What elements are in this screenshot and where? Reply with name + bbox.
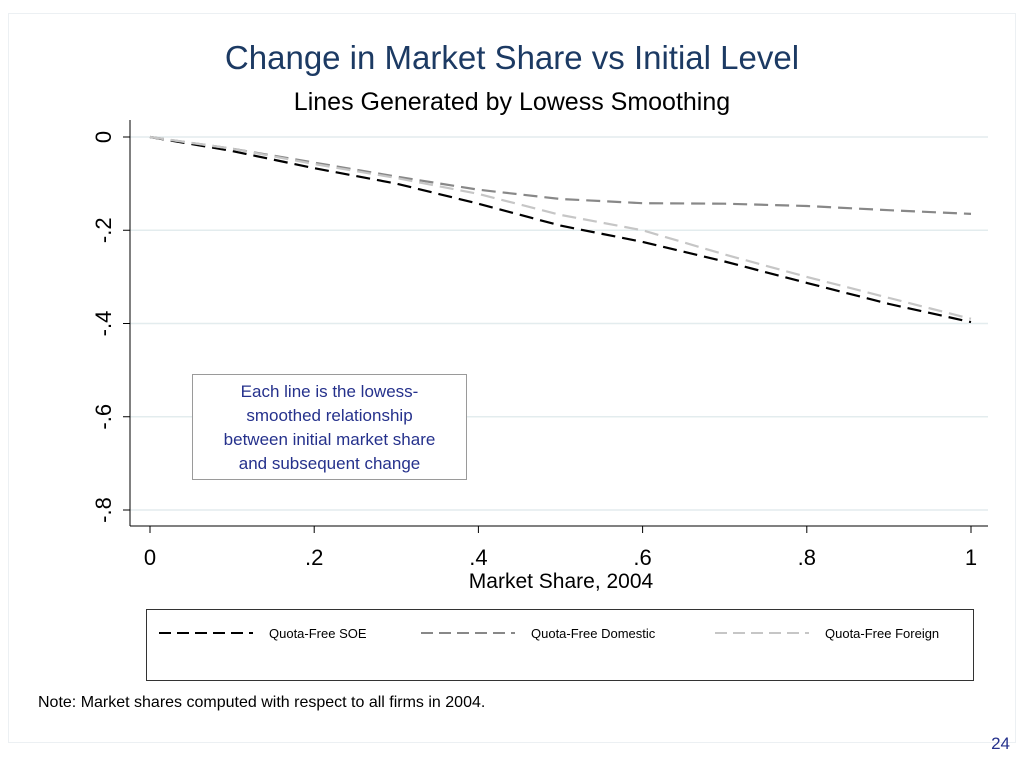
page-number: 24 xyxy=(991,734,1010,753)
legend-swatch-foreign xyxy=(715,632,809,634)
footnote: Note: Market shares computed with respec… xyxy=(38,694,486,711)
annotation-box: Each line is the lowess- smoothed relati… xyxy=(192,374,467,480)
x-tick-label: 1 xyxy=(965,545,977,570)
y-tick-label: -.6 xyxy=(91,404,116,430)
legend-label-foreign: Quota-Free Foreign xyxy=(825,626,940,641)
annotation-line: Each line is the lowess- xyxy=(240,382,419,401)
legend-swatch-domestic xyxy=(421,632,515,634)
chart-title: Change in Market Share vs Initial Level xyxy=(224,39,800,76)
x-axis-title: Market Share, 2004 xyxy=(469,570,654,593)
y-tick-label: -.8 xyxy=(91,497,116,523)
annotation-line: and subsequent change xyxy=(238,454,421,473)
legend-label-domestic: Quota-Free Domestic xyxy=(531,626,656,641)
series-line-domestic xyxy=(149,135,972,215)
grid-lines xyxy=(130,136,988,511)
x-tick-label: 0 xyxy=(144,545,156,570)
series-lines xyxy=(149,135,972,324)
annotation-line: smoothed relationship xyxy=(246,406,413,425)
tick-labels: 0 -.2 -.4 -.6 -.8 0 .2 .4 .6 .8 1 Market Share, 200… xyxy=(91,131,977,593)
y-tick-label: -.4 xyxy=(91,311,116,337)
x-tick-label: .4 xyxy=(469,545,487,570)
legend: Quota-Free SOE Quota-Free Domestic Quota… xyxy=(146,609,974,681)
legend-label-soe: Quota-Free SOE xyxy=(269,626,367,641)
legend-swatch-soe xyxy=(159,632,253,634)
axes xyxy=(123,120,988,533)
y-tick-label: -.2 xyxy=(91,217,116,243)
x-tick-label: .6 xyxy=(633,545,651,570)
annotation-line: between initial market share xyxy=(223,430,436,449)
series-line-foreign xyxy=(149,135,972,320)
y-tick-label: 0 xyxy=(91,131,116,143)
line-chart: 0 -.2 -.4 -.6 -.8 0 .2 .4 .6 .8 1 Market Share, 200… xyxy=(91,120,988,593)
slide-frame xyxy=(8,13,1016,743)
series-line-soe xyxy=(149,135,972,324)
x-tick-label: .2 xyxy=(305,545,323,570)
chart-subtitle: Lines Generated by Lowess Smoothing xyxy=(293,88,731,116)
x-tick-label: .8 xyxy=(798,545,816,570)
